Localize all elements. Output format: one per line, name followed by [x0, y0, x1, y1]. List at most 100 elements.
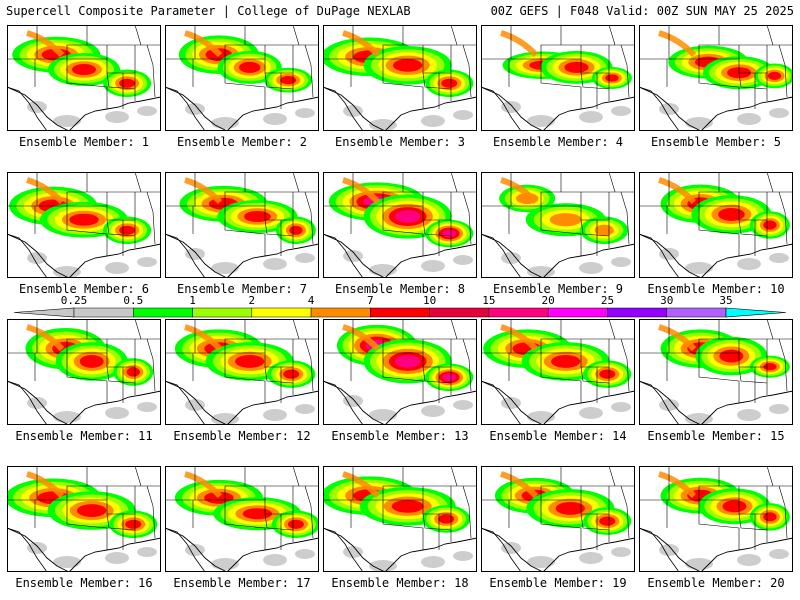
- scp-map: [165, 466, 319, 572]
- mexico-border: [165, 380, 206, 425]
- scp-band: [658, 30, 697, 58]
- run-info: 00Z GEFS | F048 Valid: 00Z SUN MAY 25 20…: [490, 4, 794, 18]
- colorbar-tick-label: 1: [189, 294, 196, 307]
- scp-shade: [579, 111, 603, 123]
- mexico-border: [165, 527, 206, 572]
- scp-contour: [289, 225, 303, 235]
- scp-shade: [611, 547, 631, 557]
- mexico-border: [323, 233, 364, 278]
- scp-contour: [280, 75, 297, 85]
- colorbar-segment: [607, 307, 667, 318]
- scp-shade: [579, 407, 603, 419]
- scp-shade: [137, 547, 157, 557]
- scp-contour: [549, 213, 582, 227]
- member-label: Ensemble Member: 9: [492, 282, 624, 296]
- scp-shade: [659, 544, 679, 556]
- scp-shade: [769, 253, 789, 263]
- scp-shade: [137, 402, 157, 412]
- coastline: [639, 527, 793, 572]
- scp-contour: [395, 210, 421, 223]
- header: Supercell Composite Parameter | College …: [0, 4, 800, 20]
- scp-shade: [105, 111, 129, 123]
- colorbar-segment: [133, 307, 193, 318]
- scp-shade: [769, 404, 789, 414]
- member-label: Ensemble Member: 12: [173, 429, 311, 443]
- scp-shade: [295, 404, 315, 414]
- colorbar-tick-label: 4: [307, 294, 315, 307]
- scp-shade: [659, 248, 679, 260]
- scp-shade: [27, 252, 47, 264]
- scp-shade: [527, 266, 555, 278]
- member-map-panel: [7, 25, 161, 131]
- scp-shade: [263, 113, 287, 125]
- colorbar-segment: [192, 307, 253, 318]
- coastline: [165, 86, 319, 131]
- coastline: [639, 233, 793, 278]
- scp-shade: [453, 551, 473, 561]
- scp-band: [26, 30, 65, 58]
- scp-contour: [71, 64, 97, 76]
- member-label: Ensemble Member: 15: [647, 429, 785, 443]
- scp-shade: [659, 399, 679, 411]
- scp-contour: [763, 363, 777, 371]
- scp-shade: [263, 258, 287, 270]
- scp-shade: [53, 556, 81, 568]
- scp-map: [7, 25, 161, 131]
- scp-map: [7, 466, 161, 572]
- colorbar-tick-label: 0.5: [123, 294, 144, 307]
- mexico-border: [165, 86, 206, 131]
- colorbar-tick-label: 15: [482, 294, 496, 307]
- coastline: [481, 233, 635, 278]
- member-label: Ensemble Member: 8: [334, 282, 466, 296]
- colorbar-tick-label: 30: [660, 294, 674, 307]
- coastline: [481, 380, 635, 425]
- coastline: [7, 233, 161, 278]
- member-map-panel: [323, 172, 477, 278]
- scp-shade: [211, 262, 239, 274]
- colorbar-tick-label: 20: [541, 294, 555, 307]
- scp-shade: [421, 260, 445, 272]
- scp-band: [500, 324, 539, 352]
- scp-shade: [527, 115, 555, 127]
- scp-shade: [501, 542, 521, 554]
- scp-band: [342, 471, 381, 499]
- scp-shade: [659, 103, 679, 115]
- coastline: [323, 233, 477, 278]
- scp-shade: [501, 397, 521, 409]
- scp-shade: [611, 106, 631, 116]
- colorbar-tick-label: 10: [423, 294, 437, 307]
- scp-band: [500, 471, 539, 499]
- colorbar-segment: [666, 307, 727, 318]
- scp-contour: [283, 369, 300, 379]
- scp-contour: [239, 61, 261, 73]
- scp-map: [481, 466, 635, 572]
- scp-shade: [421, 115, 445, 127]
- scp-map: [7, 172, 161, 278]
- scp-band: [184, 471, 223, 499]
- scp-shade: [295, 549, 315, 559]
- scp-shade: [263, 409, 287, 421]
- scp-map: [639, 25, 793, 131]
- scp-band: [184, 177, 223, 205]
- mexico-border: [639, 380, 680, 425]
- scp-contour: [767, 71, 782, 81]
- scp-contour: [441, 78, 458, 88]
- colorbar-segment: [429, 307, 490, 318]
- scp-contour: [763, 220, 777, 230]
- colorbar-segment: [251, 307, 312, 318]
- scp-shade: [295, 108, 315, 118]
- member-map-panel: [639, 319, 793, 425]
- scp-contour: [125, 519, 142, 529]
- scp-shade: [501, 252, 521, 264]
- member-map-panel: [639, 466, 793, 572]
- coastline: [165, 233, 319, 278]
- scp-map: [323, 172, 477, 278]
- scp-contour: [719, 349, 744, 363]
- colorbar-min-arrow: [13, 307, 75, 318]
- member-label: Ensemble Member: 18: [331, 576, 469, 590]
- scp-map: [323, 466, 477, 572]
- scp-band: [342, 177, 381, 205]
- scp-shade: [105, 552, 129, 564]
- scp-map: [639, 319, 793, 425]
- member-map-panel: [323, 25, 477, 131]
